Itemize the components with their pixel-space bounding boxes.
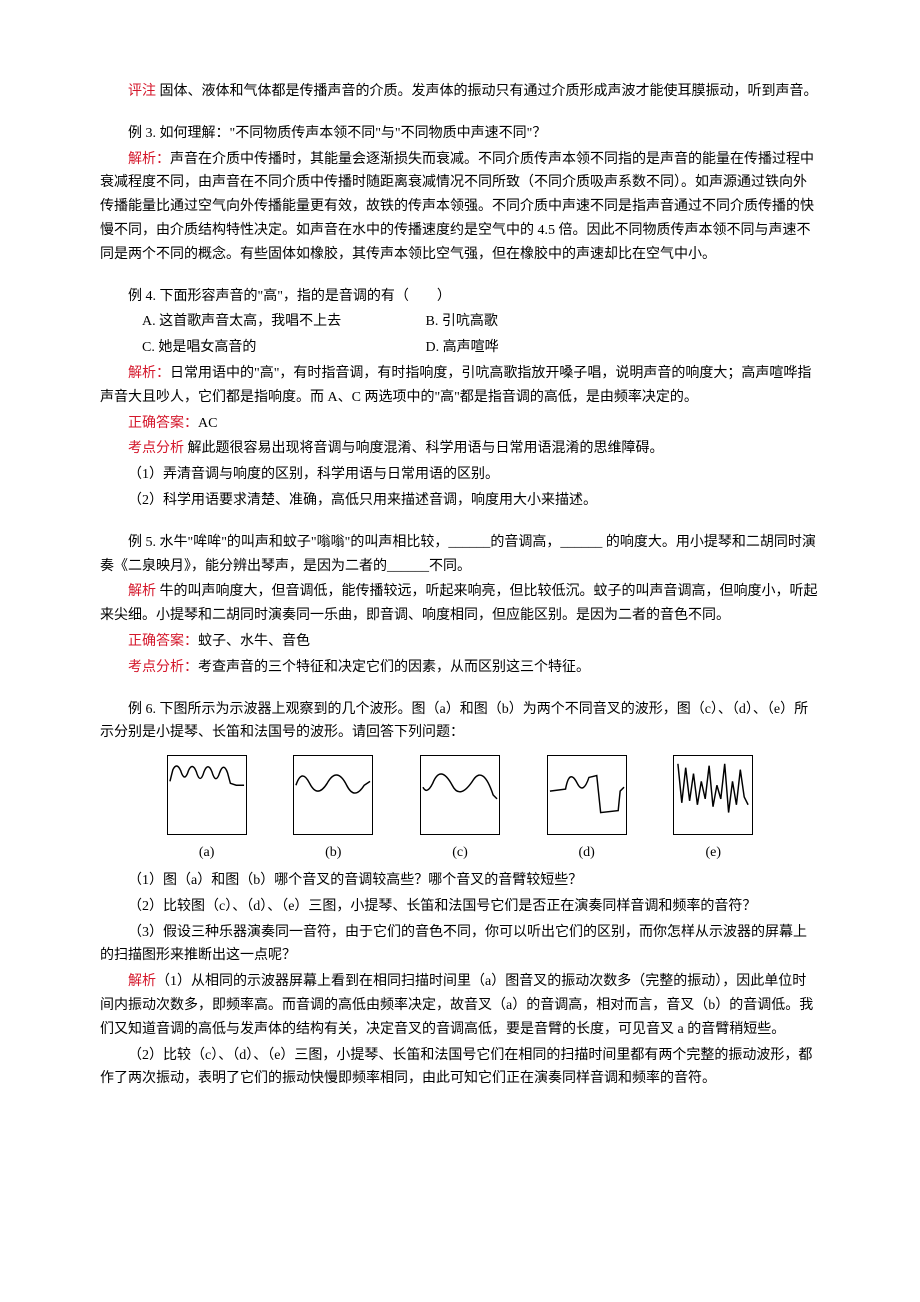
intro-section: 评注 固体、液体和气体都是传播声音的介质。发声体的振动只有通过介质形成声波才能使… bbox=[100, 80, 820, 104]
ex4-opt-a: A. 这首歌声音太高，我唱不上去 bbox=[142, 310, 422, 334]
wave-e-icon bbox=[674, 756, 752, 834]
fig-b-label: (b) bbox=[325, 841, 341, 865]
ex5-answer: 正确答案：蚊子、水牛、音色 bbox=[100, 630, 820, 654]
jiexi-text: 声音在介质中传播时，其能量会逐渐损失而衰减。不同介质传声本领不同指的是声音的能量… bbox=[100, 152, 814, 262]
ex4-options-row2: C. 她是唱女高音的 D. 高声喧哗 bbox=[100, 336, 820, 360]
wave-b-icon bbox=[294, 756, 372, 834]
waveform-figures: (a) (b) (c) (d) bbox=[100, 755, 820, 865]
ex5-kaodian: 考点分析：考查声音的三个特征和决定它们的因素，从而区别这三个特征。 bbox=[100, 656, 820, 680]
pingzhu-para: 评注 固体、液体和气体都是传播声音的介质。发声体的振动只有通过介质形成声波才能使… bbox=[100, 80, 820, 104]
answer-text: 蚊子、水牛、音色 bbox=[198, 634, 310, 649]
fig-a-col: (a) bbox=[167, 755, 247, 865]
ex3-stem: 例 3. 如何理解："不同物质传声本领不同"与"不同物质中声速不同"？ bbox=[100, 122, 820, 146]
fig-c-box bbox=[420, 755, 500, 835]
ex5-stem: 例 5. 水牛"哞哞"的叫声和蚊子"嗡嗡"的叫声相比较，______的音调高，_… bbox=[100, 531, 820, 579]
kaodian-label: 考点分析 bbox=[128, 441, 184, 456]
jiexi-label: 解析 bbox=[128, 584, 156, 599]
fig-e-box bbox=[673, 755, 753, 835]
fig-d-label: (d) bbox=[578, 841, 594, 865]
example-5: 例 5. 水牛"哞哞"的叫声和蚊子"嗡嗡"的叫声相比较，______的音调高，_… bbox=[100, 531, 820, 680]
ex4-opt-c: C. 她是唱女高音的 bbox=[142, 336, 422, 360]
example-4: 例 4. 下面形容声音的"高"，指的是音调的有（ ） A. 这首歌声音太高，我唱… bbox=[100, 285, 820, 513]
fig-b-box bbox=[293, 755, 373, 835]
ex4-options-row1: A. 这首歌声音太高，我唱不上去 B. 引吭高歌 bbox=[100, 310, 820, 334]
ex4-answer: 正确答案：AC bbox=[100, 412, 820, 436]
wave-c-icon bbox=[421, 756, 499, 834]
ex4-p2: （2）科学用语要求清楚、准确，高低只用来描述音调，响度用大小来描述。 bbox=[100, 489, 820, 513]
ex6-q2: （2）比较图（c）、（d）、（e）三图，小提琴、长笛和法国号它们是否正在演奏同样… bbox=[100, 895, 820, 919]
ex4-jiexi: 解析：日常用语中的"高"，有时指音调，有时指响度，引吭高歌指放开嗓子唱，说明声音… bbox=[100, 362, 820, 410]
example-6: 例 6. 下图所示为示波器上观察到的几个波形。图（a）和图（b）为两个不同音叉的… bbox=[100, 698, 820, 1092]
ex4-opt-b: B. 引吭高歌 bbox=[426, 314, 498, 329]
pingzhu-text: 固体、液体和气体都是传播声音的介质。发声体的振动只有通过介质形成声波才能使耳膜振… bbox=[156, 84, 818, 99]
jiexi-label: 解析： bbox=[128, 366, 170, 381]
jiexi-label: 解析 bbox=[128, 974, 156, 989]
fig-a-box bbox=[167, 755, 247, 835]
fig-e-label: (e) bbox=[706, 841, 722, 865]
kaodian-text: 考查声音的三个特征和决定它们的因素，从而区别这三个特征。 bbox=[198, 660, 590, 675]
fig-b-col: (b) bbox=[293, 755, 373, 865]
kaodian-text: 解此题很容易出现将音调与响度混淆、科学用语与日常用语混淆的思维障碍。 bbox=[184, 441, 664, 456]
ex4-stem: 例 4. 下面形容声音的"高"，指的是音调的有（ ） bbox=[100, 285, 820, 309]
answer-text: AC bbox=[198, 416, 217, 431]
jiexi-text: 日常用语中的"高"，有时指音调，有时指响度，引吭高歌指放开嗓子唱，说明声音的响度… bbox=[100, 366, 811, 405]
example-3: 例 3. 如何理解："不同物质传声本领不同"与"不同物质中声速不同"？ 解析：声… bbox=[100, 122, 820, 267]
fig-c-label: (c) bbox=[452, 841, 468, 865]
kaodian-label: 考点分析： bbox=[128, 660, 198, 675]
ex6-p2: （2）比较（c）、（d）、（e）三图，小提琴、长笛和法国号它们在相同的扫描时间里… bbox=[100, 1044, 820, 1092]
pingzhu-label: 评注 bbox=[128, 84, 156, 99]
ex5-jiexi: 解析 牛的叫声响度大，但音调低，能传播较远，听起来响亮，但比较低沉。蚊子的叫声音… bbox=[100, 580, 820, 628]
fig-d-box bbox=[547, 755, 627, 835]
ex6-q3: （3）假设三种乐器演奏同一音符，由于它们的音色不同，你可以听出它们的区别，而你怎… bbox=[100, 921, 820, 969]
fig-c-col: (c) bbox=[420, 755, 500, 865]
ex4-opt-d: D. 高声喧哗 bbox=[426, 340, 499, 355]
ex3-jiexi: 解析：声音在介质中传播时，其能量会逐渐损失而衰减。不同介质传声本领不同指的是声音… bbox=[100, 148, 820, 267]
jiexi-label: 解析： bbox=[128, 152, 170, 167]
wave-a-icon bbox=[168, 756, 246, 834]
fig-a-label: (a) bbox=[199, 841, 215, 865]
jiexi-text: 牛的叫声响度大，但音调低，能传播较远，听起来响亮，但比较低沉。蚊子的叫声音调高，… bbox=[100, 584, 818, 623]
answer-label: 正确答案： bbox=[128, 634, 198, 649]
ex6-q1: （1）图（a）和图（b）哪个音叉的音调较高些？哪个音叉的音臂较短些？ bbox=[100, 869, 820, 893]
ex4-kaodian: 考点分析 解此题很容易出现将音调与响度混淆、科学用语与日常用语混淆的思维障碍。 bbox=[100, 437, 820, 461]
answer-label: 正确答案： bbox=[128, 416, 198, 431]
ex4-p1: （1）弄清音调与响度的区别，科学用语与日常用语的区别。 bbox=[100, 463, 820, 487]
wave-d-icon bbox=[548, 756, 626, 834]
ex6-stem: 例 6. 下图所示为示波器上观察到的几个波形。图（a）和图（b）为两个不同音叉的… bbox=[100, 698, 820, 746]
fig-e-col: (e) bbox=[673, 755, 753, 865]
jiexi-text: （1）从相同的示波器屏幕上看到在相同扫描时间里（a）图音叉的振动次数多（完整的振… bbox=[100, 974, 813, 1037]
fig-d-col: (d) bbox=[547, 755, 627, 865]
ex6-jiexi: 解析（1）从相同的示波器屏幕上看到在相同扫描时间里（a）图音叉的振动次数多（完整… bbox=[100, 970, 820, 1041]
